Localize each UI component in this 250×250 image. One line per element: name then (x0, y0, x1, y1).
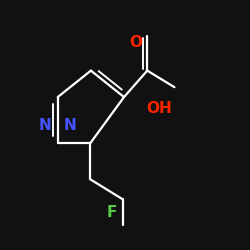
Text: O: O (130, 35, 142, 50)
Text: OH: OH (147, 102, 172, 116)
Text: N: N (38, 118, 51, 133)
Text: N: N (64, 118, 76, 133)
Text: F: F (106, 205, 117, 220)
